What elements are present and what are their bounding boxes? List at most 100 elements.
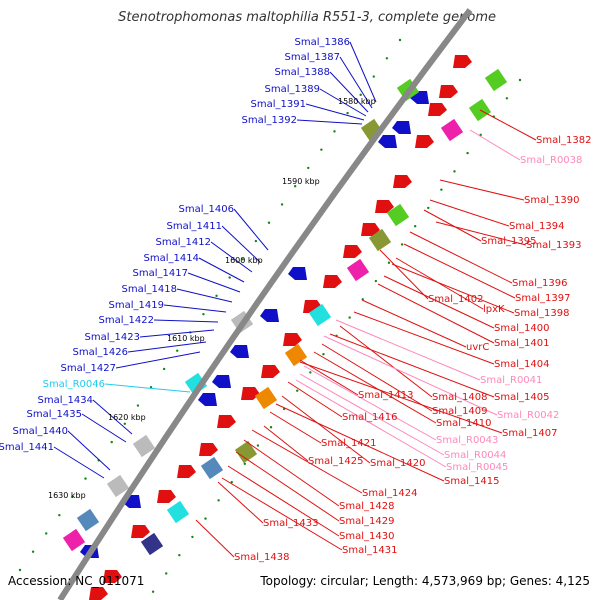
gene-label-right[interactable]: Smal_1438	[234, 552, 289, 563]
gene-feature-forward[interactable]	[323, 275, 342, 288]
gene-label-right[interactable]: Smal_1428	[339, 501, 394, 512]
gene-feature-forward[interactable]	[343, 245, 362, 258]
gene-label-right[interactable]: Smal_1421	[321, 438, 376, 449]
gene-label-right[interactable]: Smal_1410	[436, 418, 491, 429]
gene-label-right[interactable]: Smal_1393	[526, 240, 581, 251]
gene-label-left[interactable]: Smal_1440	[13, 426, 68, 437]
gene-feature-reverse[interactable]	[378, 135, 397, 148]
gene-label-left[interactable]: Smal_1427	[61, 363, 116, 374]
gene-label-right[interactable]: Smal_1401	[494, 338, 549, 349]
gene-label-right[interactable]: Smal_1395	[481, 236, 536, 247]
gene-label-left[interactable]: Smal_1392	[242, 115, 297, 126]
gene-label-left[interactable]: Smal_1406	[179, 204, 234, 215]
gene-label-left[interactable]: Smal_1387	[285, 52, 340, 63]
gene-feature-forward[interactable]	[283, 333, 302, 346]
gene-feature-forward[interactable]	[177, 465, 196, 478]
gene-feature-reverse[interactable]	[288, 267, 307, 280]
gene-feature-forward[interactable]	[103, 570, 122, 583]
gene-label-right[interactable]: Smal_R0041	[480, 375, 542, 386]
gene-label-right[interactable]: uvrC	[466, 342, 489, 353]
gene-label-right[interactable]: Smal_1398	[514, 308, 569, 319]
gene-feature-forward[interactable]	[453, 55, 472, 68]
gene-label-right[interactable]: Smal_1394	[509, 221, 564, 232]
gene-feature-reverse[interactable]	[212, 375, 231, 388]
gene-label-left[interactable]: Smal_1386	[295, 37, 350, 48]
gene-label-right[interactable]: Smal_1400	[494, 323, 549, 334]
gene-feature-forward[interactable]	[415, 135, 434, 148]
gene-feature-block[interactable]	[254, 386, 278, 410]
gene-label-right[interactable]: Smal_1415	[444, 476, 499, 487]
gene-label-left[interactable]: Smal_1388	[275, 67, 330, 78]
gene-label-right[interactable]: Smal_R0045	[446, 462, 508, 473]
gene-feature-block[interactable]	[386, 203, 410, 227]
gene-label-left[interactable]: Smal_1412	[156, 237, 211, 248]
gene-label-left[interactable]: Smal_1426	[73, 347, 128, 358]
gene-label-right[interactable]: Smal_1429	[339, 516, 394, 527]
gene-label-left[interactable]: Smal_1423	[85, 332, 140, 343]
gene-feature-forward[interactable]	[439, 85, 458, 98]
gene-label-left[interactable]: Smal_1422	[99, 315, 154, 326]
gene-label-right[interactable]: Smal_1431	[342, 545, 397, 556]
gene-label-right[interactable]: Smal_1416	[342, 412, 397, 423]
gene-feature-block[interactable]	[106, 474, 130, 498]
gene-label-right[interactable]: Smal_1397	[515, 293, 570, 304]
gene-feature-block[interactable]	[484, 68, 508, 92]
gene-label-right[interactable]: Smal_1424	[362, 488, 417, 499]
gene-label-right[interactable]: Smal_1408	[432, 392, 487, 403]
gene-feature-block[interactable]	[76, 508, 100, 532]
gene-feature-block[interactable]	[166, 500, 190, 524]
gene-feature-block[interactable]	[234, 440, 258, 464]
gene-label-right[interactable]: Smal_1430	[339, 531, 394, 542]
gene-label-right[interactable]: Smal_R0043	[436, 435, 498, 446]
gene-feature-forward[interactable]	[157, 490, 176, 503]
gene-feature-block[interactable]	[368, 228, 392, 252]
gene-label-right[interactable]: Smal_1396	[512, 278, 567, 289]
gene-feature-reverse[interactable]	[392, 121, 411, 134]
gene-feature-forward[interactable]	[393, 175, 412, 188]
gene-feature-block[interactable]	[184, 372, 208, 396]
gene-label-right[interactable]: Smal_1402	[428, 294, 483, 305]
gene-feature-block[interactable]	[132, 434, 156, 458]
gene-label-left[interactable]: Smal_1434	[38, 395, 93, 406]
gene-feature-forward[interactable]	[131, 525, 150, 538]
gene-label-right[interactable]: Smal_1404	[494, 359, 549, 370]
gene-label-left[interactable]: Smal_1441	[0, 442, 54, 453]
gene-feature-forward[interactable]	[375, 200, 394, 213]
gene-feature-reverse[interactable]	[198, 393, 217, 406]
gene-label-left[interactable]: Smal_1419	[109, 300, 164, 311]
gene-feature-forward[interactable]	[89, 587, 108, 600]
gene-label-left[interactable]: Smal_1418	[122, 284, 177, 295]
gene-feature-block[interactable]	[346, 258, 370, 282]
gene-label-right[interactable]: Smal_1433	[263, 518, 318, 529]
gene-label-left[interactable]: Smal_1411	[167, 221, 222, 232]
gene-label-left[interactable]: Smal_1435	[27, 409, 82, 420]
gene-label-left[interactable]: Smal_1414	[144, 253, 199, 264]
gene-label-right[interactable]: Smal_1413	[358, 390, 413, 401]
gene-label-right[interactable]: Smal_R0038	[520, 155, 582, 166]
gene-label-right[interactable]: Smal_1425	[308, 456, 363, 467]
gene-label-right[interactable]: Smal_1409	[432, 406, 487, 417]
gene-label-right[interactable]: Smal_1382	[536, 135, 591, 146]
gene-label-left[interactable]: Smal_1417	[133, 268, 188, 279]
gene-feature-forward[interactable]	[241, 387, 260, 400]
gene-label-right[interactable]: Smal_1390	[524, 195, 579, 206]
gene-feature-block[interactable]	[140, 532, 164, 556]
gene-feature-forward[interactable]	[199, 443, 218, 456]
gene-label-right[interactable]: Smal_R0042	[497, 410, 559, 421]
gene-feature-block[interactable]	[200, 456, 224, 480]
gene-label-left[interactable]: Smal_1389	[265, 84, 320, 95]
gene-feature-forward[interactable]	[428, 103, 447, 116]
gene-label-right[interactable]: Smal_R0044	[444, 450, 506, 461]
gene-label-left[interactable]: Smal_1391	[251, 99, 306, 110]
gene-label-right[interactable]: Smal_1407	[502, 428, 557, 439]
gene-label-left[interactable]: Smal_R0046	[43, 379, 105, 390]
gene-label-right[interactable]: Smal_1405	[494, 392, 549, 403]
gene-feature-block[interactable]	[308, 303, 332, 327]
gene-feature-forward[interactable]	[261, 365, 280, 378]
gene-feature-reverse[interactable]	[230, 345, 249, 358]
gene-feature-block[interactable]	[440, 118, 464, 142]
gene-feature-forward[interactable]	[361, 223, 380, 236]
gene-feature-forward[interactable]	[217, 415, 236, 428]
gene-feature-reverse[interactable]	[260, 309, 279, 322]
gene-label-right[interactable]: lpxK	[483, 304, 505, 315]
